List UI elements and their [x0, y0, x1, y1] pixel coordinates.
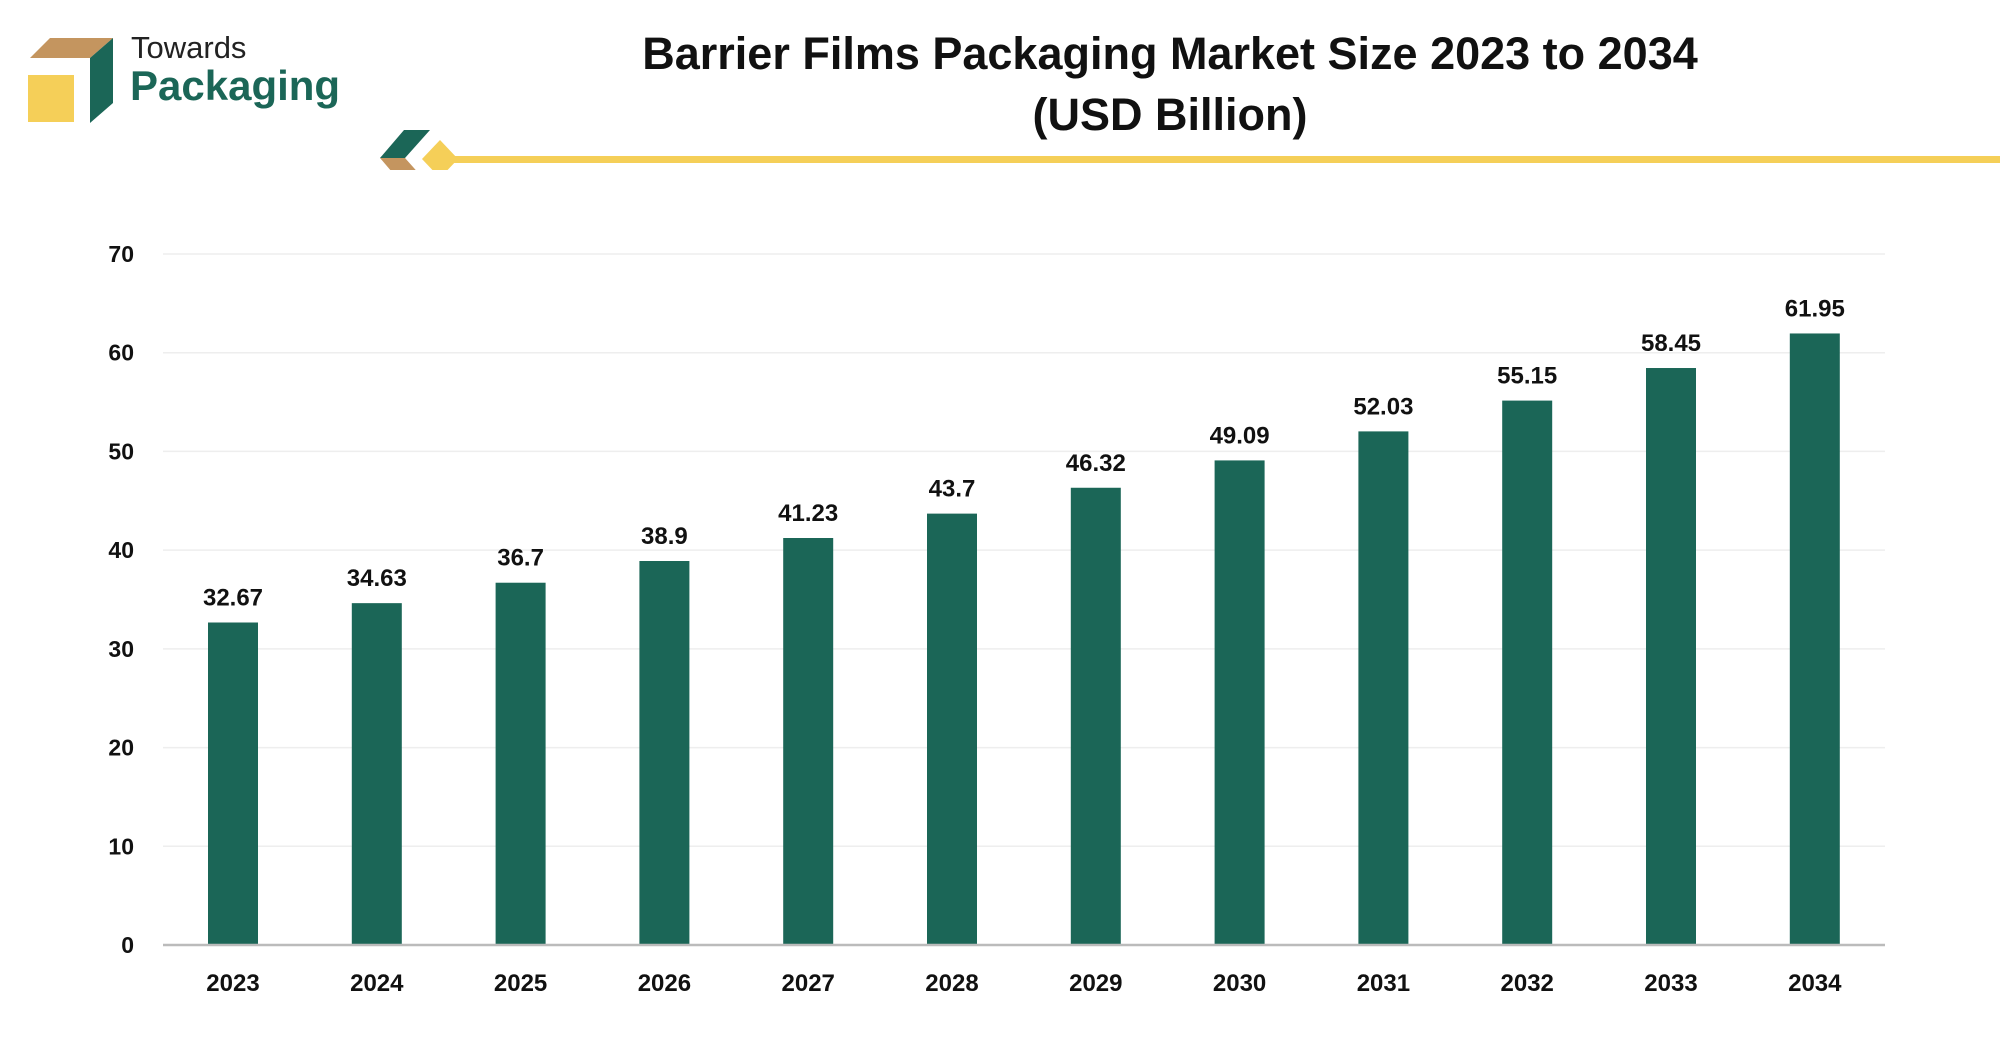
- bar-2033: [1646, 368, 1696, 945]
- y-tick-label: 20: [108, 735, 134, 761]
- x-tick-label: 2024: [350, 970, 404, 997]
- x-tick-label: 2027: [782, 970, 835, 997]
- bar-2024: [351, 603, 402, 945]
- logo-graphics: [28, 38, 2000, 170]
- bar-2029: [1070, 487, 1121, 945]
- bar-2032: [1502, 400, 1553, 946]
- logo-box-icon: [28, 38, 113, 123]
- logo-text-towards: Towards: [131, 30, 247, 65]
- decorative-arrow-line: [380, 130, 2000, 170]
- x-tick-label: 2029: [1069, 970, 1122, 997]
- data-label: 34.63: [347, 565, 407, 592]
- data-label: 46.32: [1066, 450, 1126, 477]
- x-tick-label: 2034: [1788, 970, 1842, 997]
- bar-2030: [1214, 460, 1265, 945]
- x-tick-label: 2033: [1644, 970, 1697, 997]
- y-tick-label: 40: [108, 537, 134, 563]
- y-tick-label: 70: [108, 241, 134, 267]
- y-tick-label: 50: [108, 438, 134, 464]
- bar-2025: [495, 582, 546, 945]
- bar-2028: [927, 513, 977, 945]
- data-label: 49.09: [1210, 422, 1270, 449]
- x-tick-label: 2030: [1213, 970, 1266, 997]
- x-tick-label: 2026: [638, 970, 691, 997]
- x-tick-label: 2025: [494, 970, 547, 997]
- chart-title: Barrier Films Packaging Market Size 2023…: [642, 28, 1698, 79]
- bar-2026: [639, 561, 690, 945]
- chart-subtitle: (USD Billion): [1032, 89, 1308, 140]
- y-tick-label: 0: [121, 932, 134, 958]
- bar-2034: [1789, 333, 1840, 946]
- bar-2023: [208, 622, 258, 945]
- data-label: 32.67: [203, 585, 263, 612]
- data-label: 38.9: [641, 523, 688, 550]
- logo-text-packaging: Packaging: [130, 62, 341, 109]
- bar-2027: [783, 538, 834, 945]
- data-label: 55.15: [1497, 363, 1557, 390]
- x-tick-label: 2031: [1357, 970, 1410, 997]
- data-label: 43.7: [929, 476, 976, 503]
- y-tick-label: 10: [108, 833, 134, 859]
- data-label: 36.7: [497, 545, 544, 572]
- bar-2031: [1358, 431, 1409, 946]
- x-tick-label: 2032: [1501, 970, 1554, 997]
- data-label: 61.95: [1785, 295, 1845, 322]
- data-label: 52.03: [1353, 393, 1413, 420]
- data-label: 41.23: [778, 500, 838, 527]
- data-label: 58.45: [1641, 330, 1701, 357]
- y-tick-label: 60: [108, 340, 134, 366]
- y-tick-label: 30: [108, 636, 134, 662]
- x-tick-label: 2028: [925, 970, 978, 997]
- x-tick-label: 2023: [206, 970, 259, 997]
